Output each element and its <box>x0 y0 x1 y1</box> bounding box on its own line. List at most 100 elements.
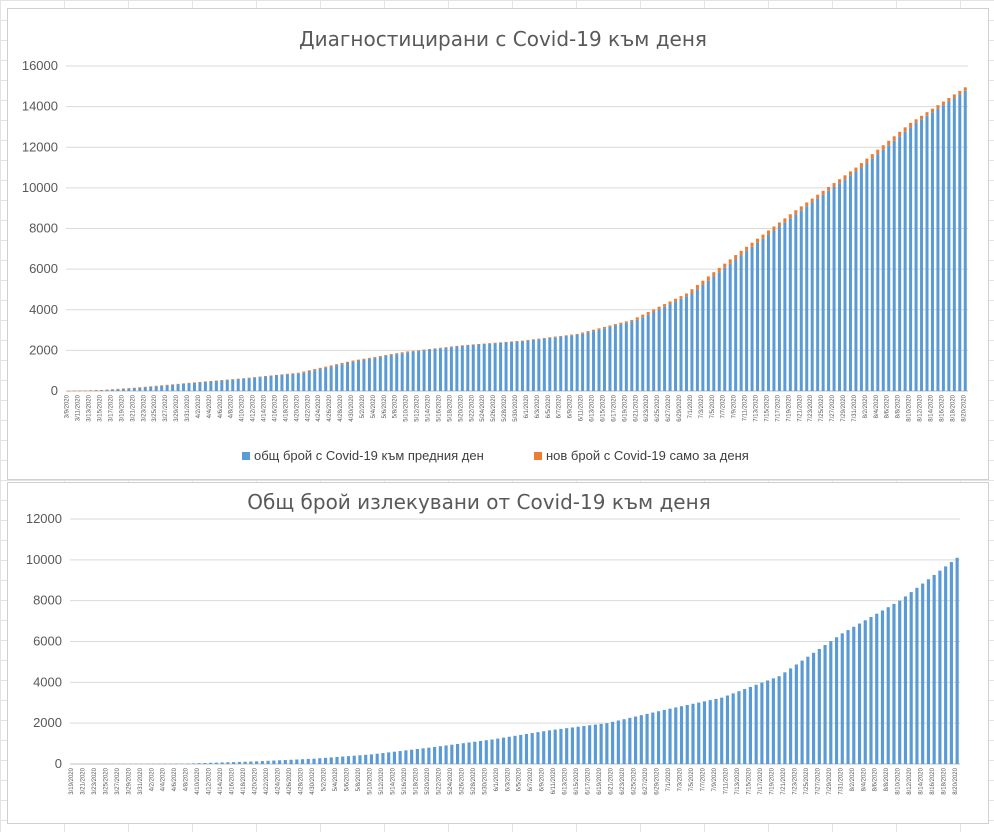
x-tick-label: 8/18/2020 <box>950 394 956 421</box>
bar-new <box>799 206 803 211</box>
bar-total <box>283 760 287 764</box>
bar-total <box>869 617 873 764</box>
x-tick-label: 5/24/2020 <box>480 394 486 421</box>
bar-new <box>619 322 623 325</box>
bar-total <box>714 698 718 764</box>
diagnosed-chart-legend[interactable]: общ брой с Covid-19 към предния ден нов … <box>242 448 749 463</box>
bar-new <box>635 317 639 320</box>
x-tick-label: 8/20/2020 <box>961 394 967 421</box>
x-tick-label: 3/25/2020 <box>152 394 158 421</box>
bar-new <box>482 343 486 345</box>
bar-new <box>695 284 699 290</box>
bar-total <box>226 762 230 764</box>
x-tick-label: 7/17/2020 <box>775 394 781 421</box>
x-tick-label: 5/22/2020 <box>469 394 475 421</box>
bar-new <box>788 214 792 219</box>
bar-total <box>192 382 196 392</box>
x-tick-label: 7/1/2020 <box>688 394 694 418</box>
bar-new <box>766 230 770 235</box>
bar-total <box>788 218 792 391</box>
x-tick-label: 6/23/2020 <box>620 767 626 794</box>
bar-total <box>651 712 655 764</box>
bar-total <box>249 761 253 764</box>
bar-total <box>127 388 131 391</box>
bar-total <box>674 707 678 764</box>
bar-new <box>280 374 284 375</box>
bar-total <box>515 341 519 391</box>
bar-new <box>455 345 459 347</box>
bar-total <box>488 343 492 391</box>
x-tick-label: 4/10/2020 <box>195 767 201 794</box>
bar-total <box>266 760 270 764</box>
bar-new <box>925 112 929 116</box>
x-tick-label: 6/19/2020 <box>622 394 628 421</box>
x-tick-label: 5/24/2020 <box>448 767 454 794</box>
bar-total <box>197 763 201 764</box>
bar-total <box>641 317 645 391</box>
bar-total <box>272 760 276 764</box>
bar-total <box>274 375 278 391</box>
bar-total <box>777 676 781 764</box>
x-tick-label: 4/10/2020 <box>240 394 246 421</box>
bar-total <box>438 746 442 764</box>
bar-new <box>723 263 727 268</box>
bar-new <box>192 382 196 384</box>
bar-new <box>417 350 421 351</box>
bar-new <box>477 344 481 345</box>
bar-total <box>925 115 929 392</box>
bar-new <box>132 387 136 389</box>
bar-total <box>176 384 180 391</box>
bar-new <box>395 353 399 355</box>
x-tick-label: 5/8/2020 <box>356 767 362 791</box>
bar-total <box>171 384 175 391</box>
bar-new <box>920 115 924 120</box>
bar-total <box>132 388 136 391</box>
bar-total <box>507 736 511 764</box>
bar-total <box>834 637 839 764</box>
bar-total <box>231 379 235 391</box>
bar-new <box>100 389 104 391</box>
bar-total <box>624 322 628 391</box>
bar-total <box>427 747 431 764</box>
bar-total <box>789 668 793 764</box>
x-tick-label: 8/6/2020 <box>873 767 879 791</box>
bar-total <box>318 369 322 391</box>
bar-new <box>78 390 82 392</box>
bar-new <box>832 183 836 187</box>
bar-new <box>838 179 842 184</box>
bar-total <box>880 610 885 764</box>
x-tick-label: 5/12/2020 <box>379 767 385 794</box>
x-tick-label: 5/26/2020 <box>459 767 465 794</box>
bar-total <box>395 354 399 391</box>
x-tick-label: 4/16/2020 <box>272 394 278 421</box>
recovered-chart[interactable]: Общ брой излекувани от Covid-19 към деня… <box>7 482 989 824</box>
bar-total <box>750 246 754 391</box>
bar-total <box>949 562 953 764</box>
recovered-chart-svg: Общ брой излекувани от Covid-19 към деня… <box>26 490 960 795</box>
bar-new <box>351 360 355 362</box>
bar-total <box>373 357 377 391</box>
x-tick-label: 8/4/2020 <box>874 394 880 418</box>
bar-total <box>335 756 339 764</box>
bar-total <box>513 735 517 764</box>
bar-total <box>264 376 268 391</box>
bar-total <box>634 716 638 764</box>
x-tick-label: 5/16/2020 <box>402 767 408 794</box>
x-tick-label: 4/8/2020 <box>184 767 190 791</box>
bar-total <box>110 389 114 391</box>
x-tick-label: 5/2/2020 <box>322 767 328 791</box>
bar-total <box>915 587 919 764</box>
bar-new <box>739 250 743 256</box>
bar-total <box>243 761 247 764</box>
bar-total <box>478 740 483 764</box>
bar-new <box>165 384 169 386</box>
diagnosed-chart[interactable]: Диагностицирани с Covid-19 към деня 0 200… <box>7 8 989 480</box>
y-tick-label: 0 <box>51 383 58 398</box>
bar-new <box>777 222 781 227</box>
bar-new <box>663 304 667 307</box>
x-tick-label: 8/10/2020 <box>896 767 902 794</box>
x-tick-label: 5/10/2020 <box>367 767 373 794</box>
bar-total <box>662 709 666 764</box>
x-tick-label: 5/6/2020 <box>344 767 350 791</box>
bar-total <box>306 758 310 764</box>
